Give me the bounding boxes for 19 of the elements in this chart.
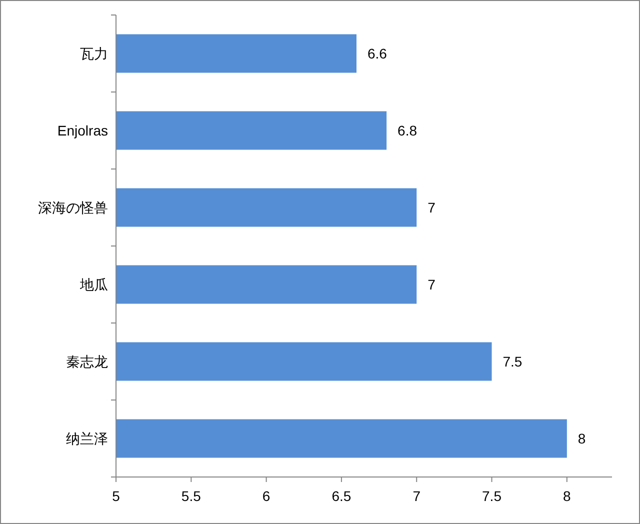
data-label: 7.5 — [502, 354, 522, 370]
x-tick-label: 7.5 — [482, 488, 502, 504]
data-label: 7 — [428, 200, 436, 216]
data-label: 8 — [578, 430, 586, 446]
x-tick-label: 6 — [262, 488, 270, 504]
x-tick-label: 5 — [112, 488, 120, 504]
y-tick-label: 地瓜 — [79, 276, 108, 292]
x-tick-label: 6.5 — [332, 488, 352, 504]
y-tick-label: 瓦力 — [80, 46, 108, 62]
data-label: 6.8 — [398, 122, 418, 138]
x-tick-label: 5.5 — [181, 488, 202, 504]
y-tick-label: Enjolras — [57, 122, 108, 138]
data-label: 6.6 — [367, 46, 388, 62]
y-tick-label: 纳兰泽 — [66, 430, 108, 446]
y-tick-label: 深海の怪兽 — [38, 200, 108, 216]
data-label: 7 — [428, 276, 436, 292]
x-tick-label: 8 — [563, 488, 572, 504]
x-tick-label: 7 — [412, 488, 421, 504]
y-tick-label: 秦志龙 — [66, 354, 108, 370]
